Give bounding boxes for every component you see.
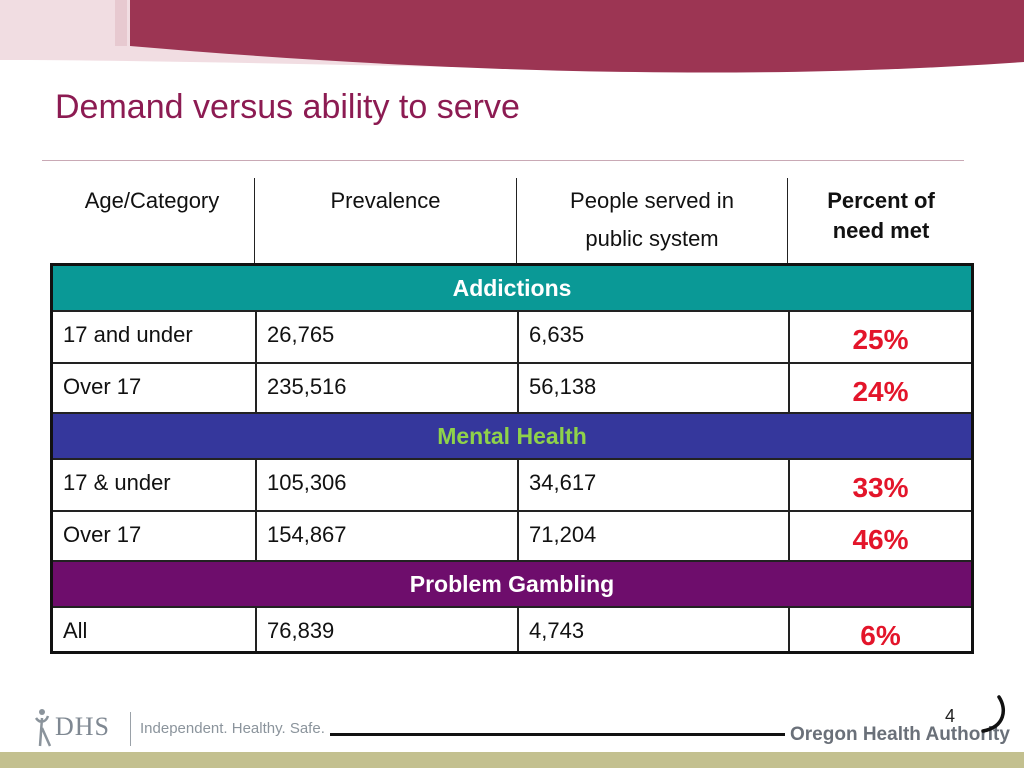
header-divider [254, 178, 255, 264]
top-banner [0, 0, 1024, 73]
cell-category: Over 17 [63, 522, 142, 547]
column-divider [517, 458, 519, 562]
title-divider [42, 160, 964, 161]
header-prevalence: Prevalence [330, 188, 441, 213]
row-divider [53, 606, 971, 608]
section-band-mental-health: Mental Health [53, 414, 971, 458]
column-divider [517, 310, 519, 414]
column-divider [255, 310, 257, 414]
cell-percent: 33% [852, 472, 909, 503]
header-percent-line2: need met [832, 218, 930, 243]
cell-served: 71,204 [529, 522, 597, 547]
footer-logo-divider [130, 712, 131, 746]
cell-served: 4,743 [529, 618, 585, 643]
cell-percent: 46% [852, 524, 909, 555]
oha-swoosh-icon [981, 695, 1006, 733]
dhs-figure-icon [34, 709, 52, 747]
row-divider [53, 310, 971, 312]
column-divider [517, 606, 519, 651]
data-table: Addictions 17 and under 26,765 6,635 25%… [50, 263, 974, 654]
header-percent-line1: Percent of [827, 188, 935, 213]
dhs-logo-text: DHS [55, 712, 111, 741]
row-divider [53, 510, 971, 512]
header-people-served: People served in public system [517, 178, 787, 264]
page-title: Demand versus ability to serve [55, 88, 520, 126]
table-row: 17 and under 26,765 6,635 25% [53, 312, 971, 362]
cell-prevalence: 26,765 [267, 322, 335, 347]
cell-prevalence: 154,867 [267, 522, 347, 547]
cell-served: 56,138 [529, 374, 597, 399]
table-header-row: Age/Category Prevalence People served in… [50, 178, 974, 264]
section-band-addictions: Addictions [53, 266, 971, 310]
table-row: All 76,839 4,743 6% [53, 608, 971, 658]
table-row: Over 17 154,867 71,204 46% [53, 512, 971, 562]
cell-category: 17 and under [63, 322, 193, 347]
cell-category: 17 & under [63, 470, 171, 495]
row-divider [53, 560, 971, 562]
cell-category: Over 17 [63, 374, 142, 399]
page-number: 4 [945, 706, 956, 726]
column-divider [788, 606, 790, 651]
cell-percent: 25% [852, 324, 909, 355]
footer-tagline: Independent. Healthy. Safe. [140, 720, 325, 737]
cell-category: All [63, 618, 88, 643]
footer-strip [0, 752, 1024, 768]
row-divider [53, 458, 971, 460]
header-percent-need-met: Percent of need met [788, 178, 974, 264]
oha-logo-text: Oregon Health Authority [790, 724, 1010, 745]
cell-percent: 6% [860, 620, 901, 651]
cell-served: 34,617 [529, 470, 597, 495]
section-band-problem-gambling: Problem Gambling [53, 562, 971, 606]
row-divider [53, 362, 971, 364]
header-divider [516, 178, 517, 264]
column-divider [788, 458, 790, 562]
cell-prevalence: 105,306 [267, 470, 347, 495]
header-age-category: Age/Category [84, 188, 220, 213]
header-people-served-line1: People served in [570, 188, 734, 213]
cell-percent: 24% [852, 376, 909, 407]
column-divider [255, 606, 257, 651]
footer-line [330, 733, 785, 736]
cell-prevalence: 235,516 [267, 374, 347, 399]
table-row: Over 17 235,516 56,138 24% [53, 364, 971, 414]
row-divider [53, 412, 971, 414]
cell-served: 6,635 [529, 322, 585, 347]
header-divider [787, 178, 788, 264]
column-divider [788, 310, 790, 414]
cell-prevalence: 76,839 [267, 618, 335, 643]
header-people-served-line2: public system [585, 226, 719, 251]
table-row: 17 & under 105,306 34,617 33% [53, 460, 971, 510]
column-divider [255, 458, 257, 562]
